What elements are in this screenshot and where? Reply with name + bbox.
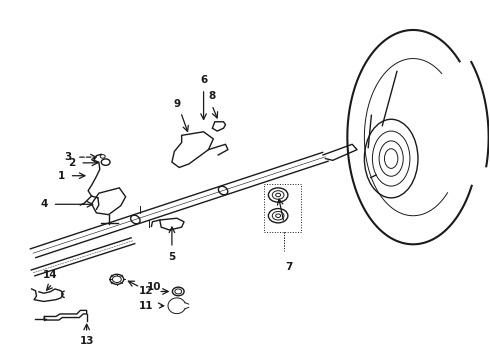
Text: 1: 1 <box>57 171 65 181</box>
Text: 13: 13 <box>79 337 94 346</box>
Text: 5: 5 <box>168 252 175 262</box>
Text: 6: 6 <box>200 75 207 85</box>
Text: 12: 12 <box>138 287 153 296</box>
Text: 2: 2 <box>68 158 75 168</box>
Text: 7: 7 <box>285 262 293 272</box>
Text: 10: 10 <box>147 282 161 292</box>
Text: 14: 14 <box>43 270 57 280</box>
Text: 9: 9 <box>173 99 180 109</box>
Text: 8: 8 <box>208 91 216 102</box>
Text: 3: 3 <box>65 152 72 162</box>
Text: 11: 11 <box>138 301 153 311</box>
Text: 4: 4 <box>40 199 48 209</box>
